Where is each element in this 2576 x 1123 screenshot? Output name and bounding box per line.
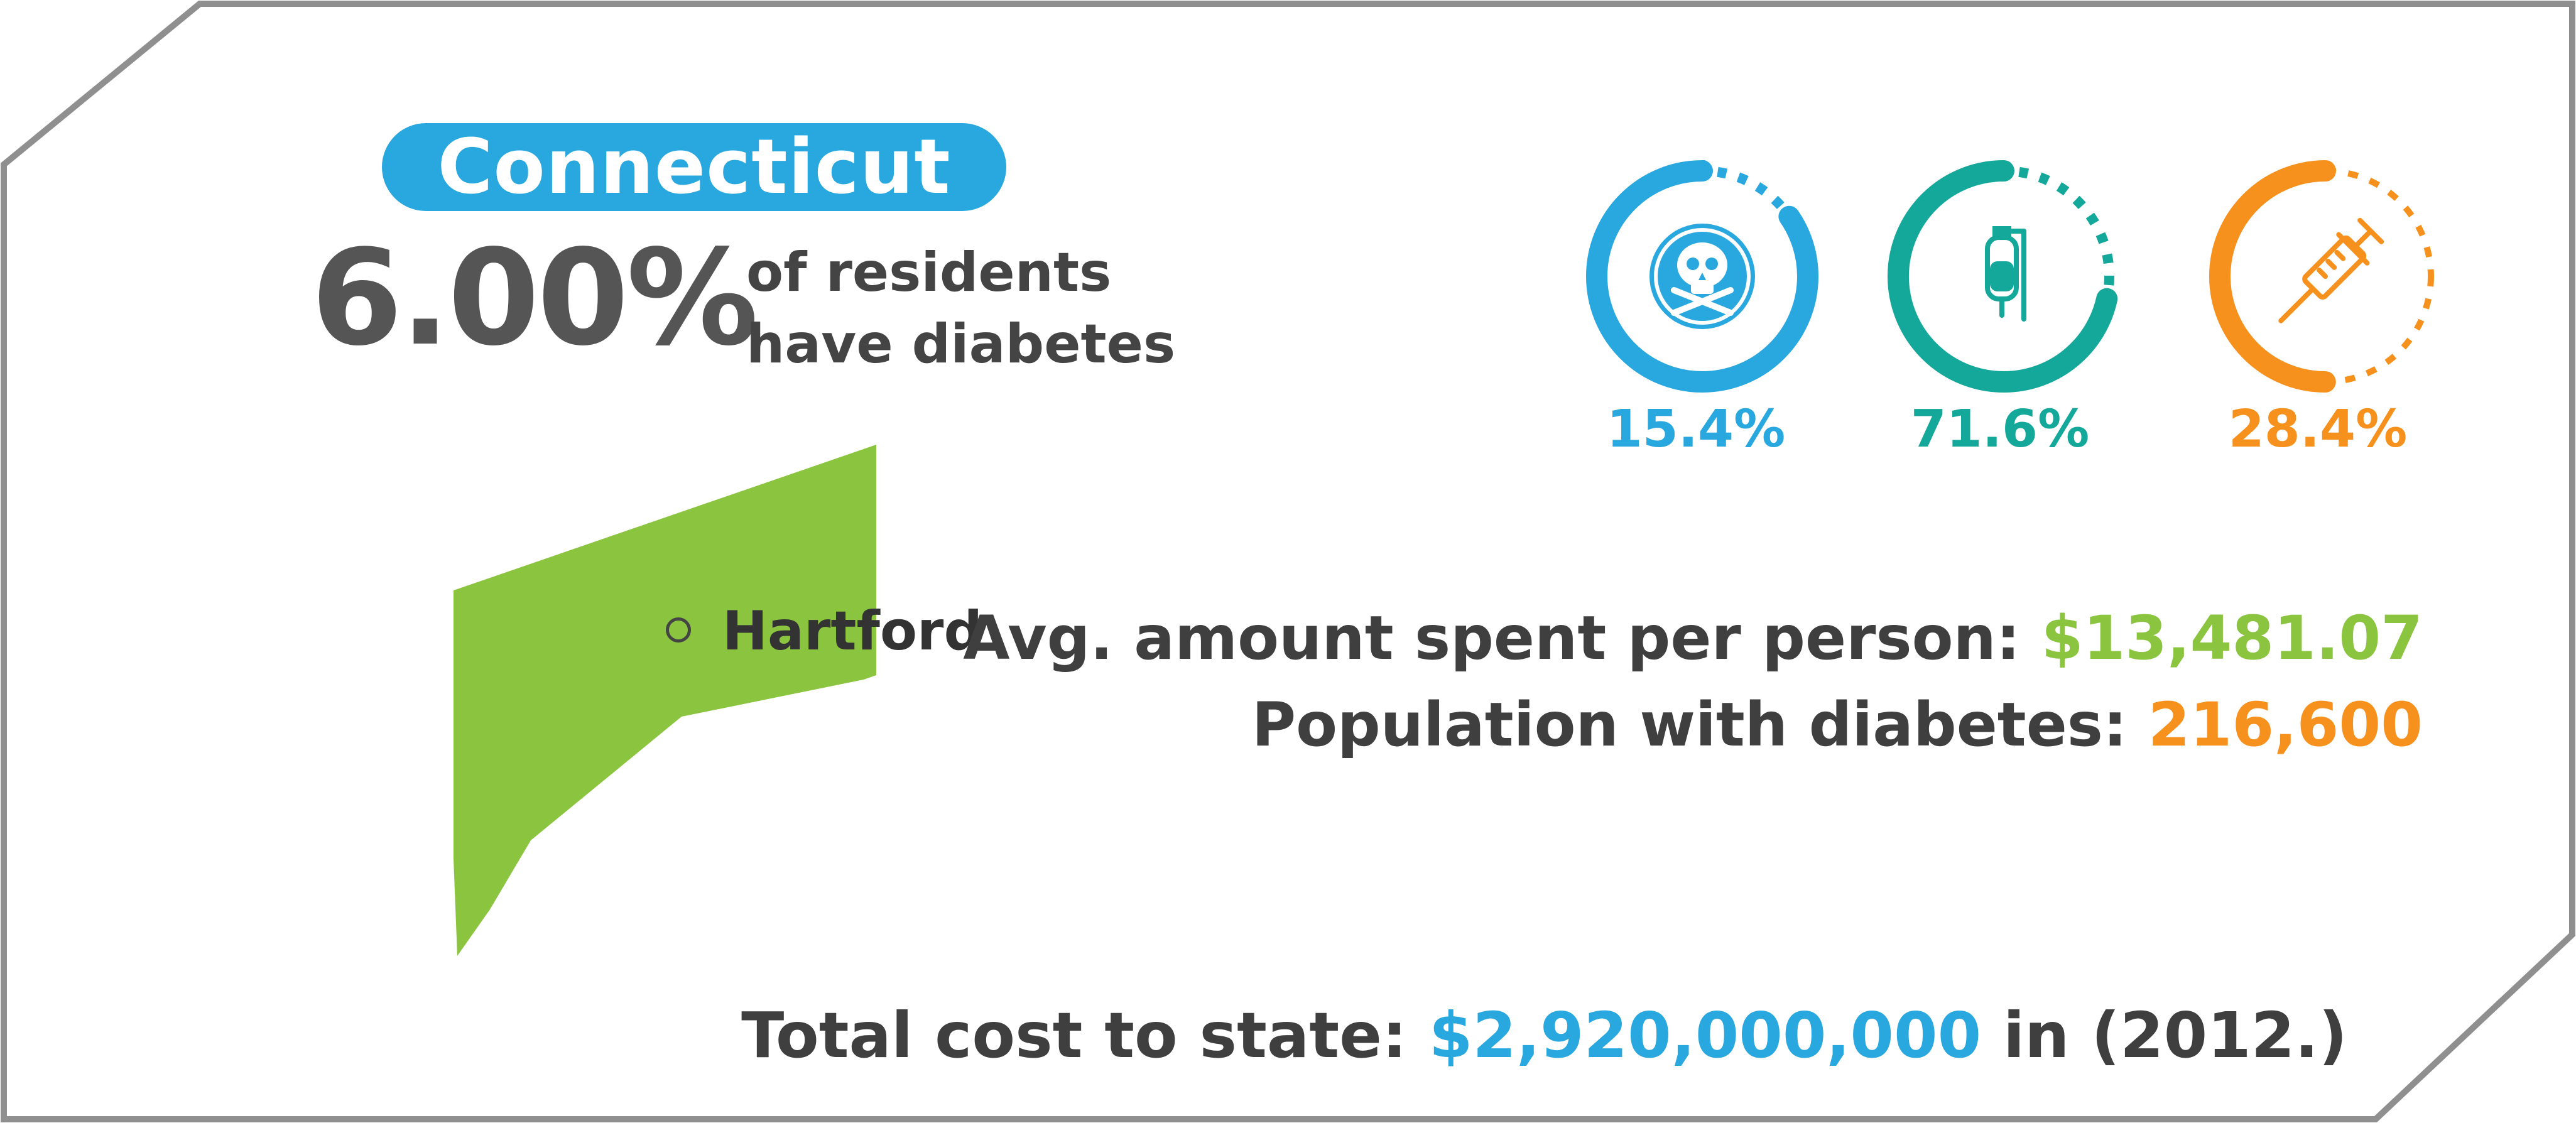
ring-chart-2 [1888,160,2120,393]
description-line-1: of residents [746,241,1112,304]
ring-stat-3 [2200,151,2451,402]
ring-value-3: 28.4% [2228,399,2408,459]
state-name: Connecticut [437,123,951,211]
ring-arc-3 [2209,160,2442,393]
ring-stat-1 [1577,151,1828,402]
syringe-icon [2278,217,2384,323]
total-cost-value: $2,920,000,000 [1428,999,1982,1072]
skull-crossbones-icon [1649,224,1755,329]
total-cost-label: Total cost to state: [741,999,1407,1072]
total-cost-stat: Total cost to state: $2,920,000,000 in (… [741,999,2347,1072]
population-label: Population with diabetes: [1251,690,2128,760]
avg-spend-stat: Avg. amount spent per person: $13,481.07 [963,603,2423,673]
ring-chart-1 [1586,160,1818,393]
state-name-badge: Connecticut [382,123,1006,211]
percentage-description: of residents have diabetes [746,237,1175,380]
iv-drip-bag-icon [1985,226,2026,322]
capital-marker-icon [666,617,691,643]
population-value: 216,600 [2148,690,2423,760]
avg-spend-value: $13,481.07 [2041,603,2423,673]
diabetes-percentage: 6.00% [311,221,759,375]
ring-stat-2 [1878,151,2129,402]
avg-spend-label: Avg. amount spent per person: [963,603,2021,673]
description-line-2: have diabetes [746,312,1176,376]
capital-city-label: Hartford [722,600,983,663]
connecticut-map-shape [454,445,876,956]
total-cost-suffix: in (2012.) [2003,999,2347,1072]
ring-value-2: 71.6% [1910,399,2090,459]
ring-chart-3 [2209,160,2442,393]
ring-arc-2 [1888,160,2120,393]
ring-value-1: 15.4% [1606,399,1786,459]
ring-arc-1 [1586,160,1818,393]
population-stat: Population with diabetes: 216,600 [1252,690,2423,760]
